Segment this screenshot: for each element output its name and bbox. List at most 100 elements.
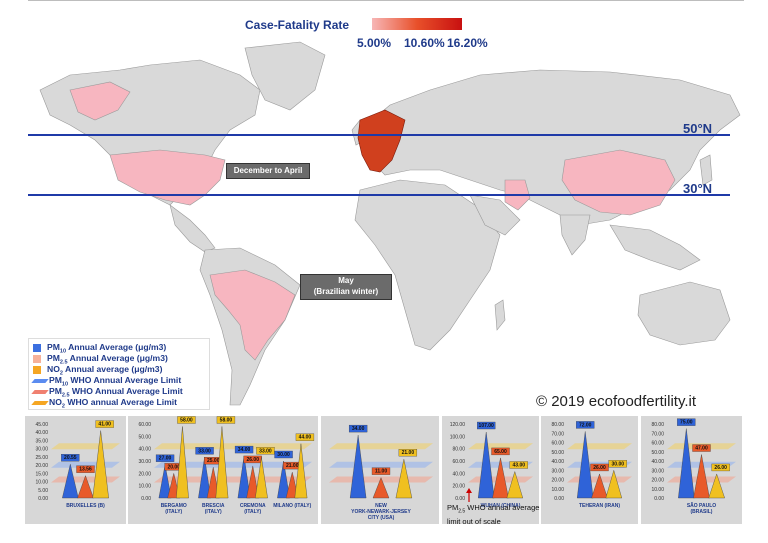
category-label: NEW — [375, 503, 387, 509]
category-label: (BRASIL) — [691, 509, 713, 515]
legend-line-swatch — [31, 378, 49, 383]
data-label: 30.00 — [612, 461, 625, 467]
y-tick-label: 20.00 — [35, 463, 48, 469]
data-label: 34.00 — [352, 426, 365, 432]
data-label: 21.00 — [286, 463, 299, 469]
arabia-land — [469, 194, 521, 236]
japan-land — [699, 154, 713, 186]
legend-label: NO — [47, 364, 60, 374]
y-tick-label: 10.00 — [138, 484, 151, 490]
scale-tick-mid: 10.60% — [404, 36, 445, 50]
legend-swatch — [33, 354, 41, 363]
y-tick-label: 0.00 — [455, 496, 465, 502]
chart-panel: 80.00 70.00 60.00 50.00 40.00 30.00 20.00 10.00… — [641, 416, 742, 524]
data-label: 26.00 — [593, 465, 606, 471]
y-tick-label: 30.00 — [651, 468, 664, 474]
legend-label: PM — [47, 353, 60, 363]
data-label: 33.00 — [198, 448, 211, 454]
y-tick-label: 10.00 — [651, 487, 664, 493]
chart-panel: 80.00 70.00 60.00 50.00 40.00 30.00 20.00 10.00… — [541, 416, 638, 524]
y-tick-label: 80.00 — [651, 422, 664, 428]
cone-mark — [693, 454, 710, 499]
data-label-box — [398, 449, 418, 457]
data-label-box — [692, 444, 711, 452]
who-limit-band — [154, 443, 312, 450]
data-label-box — [95, 420, 114, 428]
data-label: 43.00 — [513, 462, 526, 468]
data-label-box — [234, 445, 254, 454]
y-tick-label: 45.00 — [35, 422, 48, 428]
se-asia-land — [609, 224, 701, 271]
cone-mark — [294, 443, 308, 499]
y-tick-label: 70.00 — [551, 431, 564, 437]
data-label: 33.00 — [259, 448, 272, 454]
data-label: 13.56 — [79, 467, 92, 473]
data-label: 27.00 — [159, 456, 172, 462]
cone-mark — [277, 460, 290, 499]
cone-mark — [77, 475, 94, 499]
who-limit-band — [154, 461, 312, 468]
category-label: (ITALY) — [165, 509, 182, 515]
cone-mark — [349, 435, 367, 499]
legend-label-sub: 2.5 — [61, 392, 70, 399]
legend-label-sub: 2.5 — [59, 359, 68, 366]
latitude-label-50: 50°N — [683, 121, 713, 136]
legend-label-text: Annual Average (μg/m3) — [66, 342, 167, 352]
data-label: 44.00 — [299, 435, 312, 441]
y-tick-label: 25.00 — [35, 455, 48, 461]
africa-land — [354, 179, 501, 351]
wuhan-note-post: WHO annual average limit out of scale — [447, 503, 540, 526]
season-south-line1: May — [338, 276, 354, 285]
fatality-gradient-bar — [372, 18, 462, 30]
legend-label: PM — [49, 386, 62, 396]
season-box-north: December to April — [226, 163, 310, 179]
who-limit-band — [154, 476, 312, 483]
category-label: MILANO (ITALY) — [273, 503, 311, 509]
y-tick-label: 40.00 — [452, 471, 465, 477]
chart-svg: 80.00 70.00 60.00 50.00 40.00 30.00 20.00 10.00… — [651, 418, 736, 515]
china-highlight — [561, 149, 676, 216]
legend-label-text: WHO Annual Average Limit — [69, 386, 183, 396]
chart-svg: 60.00 50.00 40.00 30.00 20.00 10.00 0.00 27.00 2… — [138, 416, 315, 515]
data-label-box — [477, 421, 496, 430]
wuhan-note: PM2.5 WHO annual average limit out of sc… — [447, 503, 547, 526]
scale-title: Case-Fatality Rate — [245, 18, 350, 32]
data-label-box — [256, 447, 275, 455]
legend-label-text: Annual average (μg/m3) — [62, 364, 163, 374]
legend-line-swatch — [31, 400, 49, 405]
y-tick-label: 80.00 — [551, 422, 564, 428]
data-label-box — [677, 418, 696, 426]
data-label: 58.00 — [180, 417, 193, 423]
australia-land — [637, 281, 731, 346]
y-tick-label: 30.00 — [551, 468, 564, 474]
chart-panel: 120.00 100.00 80.00 60.00 40.00 20.00 0.00 107.… — [442, 416, 539, 524]
y-tick-label: 120.00 — [450, 422, 466, 428]
cone-mark — [158, 464, 172, 499]
cone-mark — [62, 464, 79, 499]
y-tick-label: 30.00 — [138, 459, 151, 465]
y-tick-label: 20.00 — [551, 478, 564, 484]
cone-mark — [92, 430, 109, 499]
data-label-box — [590, 463, 609, 472]
data-label-box — [608, 460, 627, 468]
data-label-box — [177, 416, 196, 424]
data-label: 11.00 — [375, 469, 387, 475]
chart-svg: 80.00 70.00 60.00 50.00 40.00 30.00 20.00 10.00… — [551, 421, 632, 509]
scale-tick-low: 5.00% — [357, 36, 392, 50]
legend-swatch — [33, 343, 41, 352]
cone-mark — [215, 426, 229, 499]
data-label: 26.00 — [246, 457, 259, 463]
y-tick-label: 0.00 — [141, 496, 151, 502]
latitude-line-50 — [28, 134, 730, 136]
pollutant-legend: PM10 Annual Average (μg/m3) PM2.5 Annual … — [28, 338, 210, 410]
legend-item: PM10 WHO Annual Average Limit — [31, 375, 181, 388]
brazil-highlight — [209, 269, 296, 361]
data-label-box — [195, 447, 214, 455]
category-label: WUHAN (CHINA) — [481, 503, 521, 509]
category-label: BRESCIA — [202, 503, 225, 509]
cone-mark — [395, 459, 413, 499]
y-tick-label: 80.00 — [452, 447, 465, 453]
cone-mark — [176, 426, 189, 499]
greenland-land — [244, 41, 326, 111]
y-tick-label: 60.00 — [452, 459, 465, 465]
